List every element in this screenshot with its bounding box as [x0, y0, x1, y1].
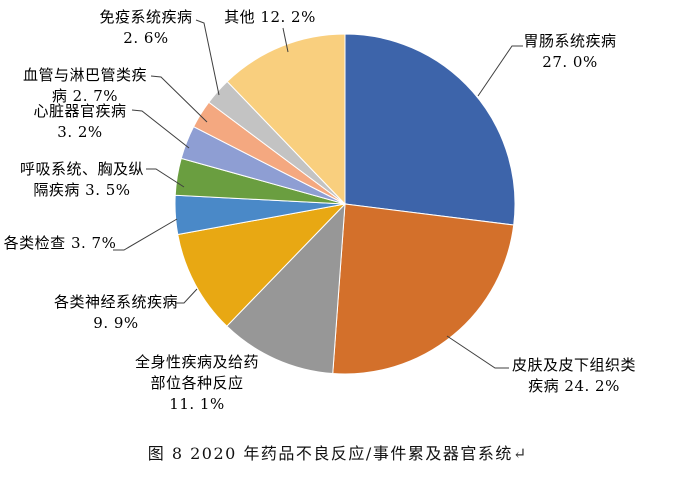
pie-label-line: 全身性疾病及给药: [134, 353, 260, 371]
figure-caption: 图 8 2020 年药品不良反应/事件累及器官系统↵: [148, 440, 526, 464]
pie-label-line: 隔疾病 3. 5%: [33, 181, 131, 199]
pie-label-line: 皮肤及皮下组织类: [511, 356, 637, 374]
pie-slice-0: [344, 33, 516, 226]
pie-label-5: 呼吸系统、胸及纵 隔疾病 3. 5%: [20, 159, 144, 201]
pie-label-6: 心脏器官疾病 3. 2%: [33, 101, 126, 143]
pie-label-8: 免疫系统疾病 2. 6%: [99, 7, 192, 49]
leader-line-5: [146, 168, 185, 188]
pie-label-line: 呼吸系统、胸及纵: [19, 160, 145, 178]
leader-line-8: [195, 19, 220, 96]
pie-label-3: 各类神经系统疾病 9. 9%: [54, 292, 178, 334]
pie-label-2: 全身性疾病及给药 部位各种反应 11. 1%: [135, 352, 259, 415]
pie-label-line: 各类检查 3. 7%: [3, 234, 117, 252]
pie-label-line: 疾病 24. 2%: [528, 377, 620, 395]
pie-slices: [174, 33, 516, 375]
pie-label-line: 胃肠系统疾病: [523, 32, 617, 50]
pie-label-line: 其他 12. 2%: [224, 8, 316, 26]
leader-line-4: [113, 218, 178, 251]
leader-line-7: [150, 75, 208, 123]
pie-label-line: 血管与淋巴管类疾: [22, 66, 148, 84]
pie-label-line: 2. 6%: [123, 29, 169, 47]
leader-line-0: [477, 45, 523, 97]
pie-slice-1: [332, 203, 515, 375]
pie-label-line: 心脏器官疾病: [33, 102, 127, 120]
pie-label-line: 病 2. 7%: [51, 87, 119, 105]
leader-lines: [113, 19, 523, 369]
caption-text: 图 8 2020 年药品不良反应/事件累及器官系统: [147, 444, 513, 463]
pie-slice-9: [226, 33, 346, 206]
pie-label-line: 3. 2%: [57, 123, 103, 141]
leader-line-1: [446, 335, 509, 369]
pie-label-line: 9. 9%: [93, 314, 139, 332]
pie-label-7: 血管与淋巴管类疾病 2. 7%: [23, 65, 147, 107]
paragraph-mark-icon: ↵: [512, 444, 527, 463]
pie-label-0: 胃肠系统疾病 27. 0%: [523, 31, 616, 73]
pie-label-line: 免疫系统疾病: [99, 8, 193, 26]
leader-line-6: [131, 109, 190, 149]
pie-label-line: 各类神经系统疾病: [53, 293, 179, 311]
pie-slice-2: [226, 202, 346, 375]
pie-label-line: 27. 0%: [542, 53, 598, 71]
pie-label-9: 其他 12. 2%: [224, 7, 316, 28]
pie-slice-3: [177, 203, 347, 327]
leader-line-9: [282, 27, 289, 53]
pie-label-line: 11. 1%: [169, 395, 225, 413]
pie-label-1: 皮肤及皮下组织类 疾病 24. 2%: [512, 355, 636, 397]
pie-label-line: 部位各种反应: [150, 374, 244, 392]
pie-label-4: 各类检查 3. 7%: [4, 233, 117, 254]
leader-line-3: [175, 288, 198, 304]
